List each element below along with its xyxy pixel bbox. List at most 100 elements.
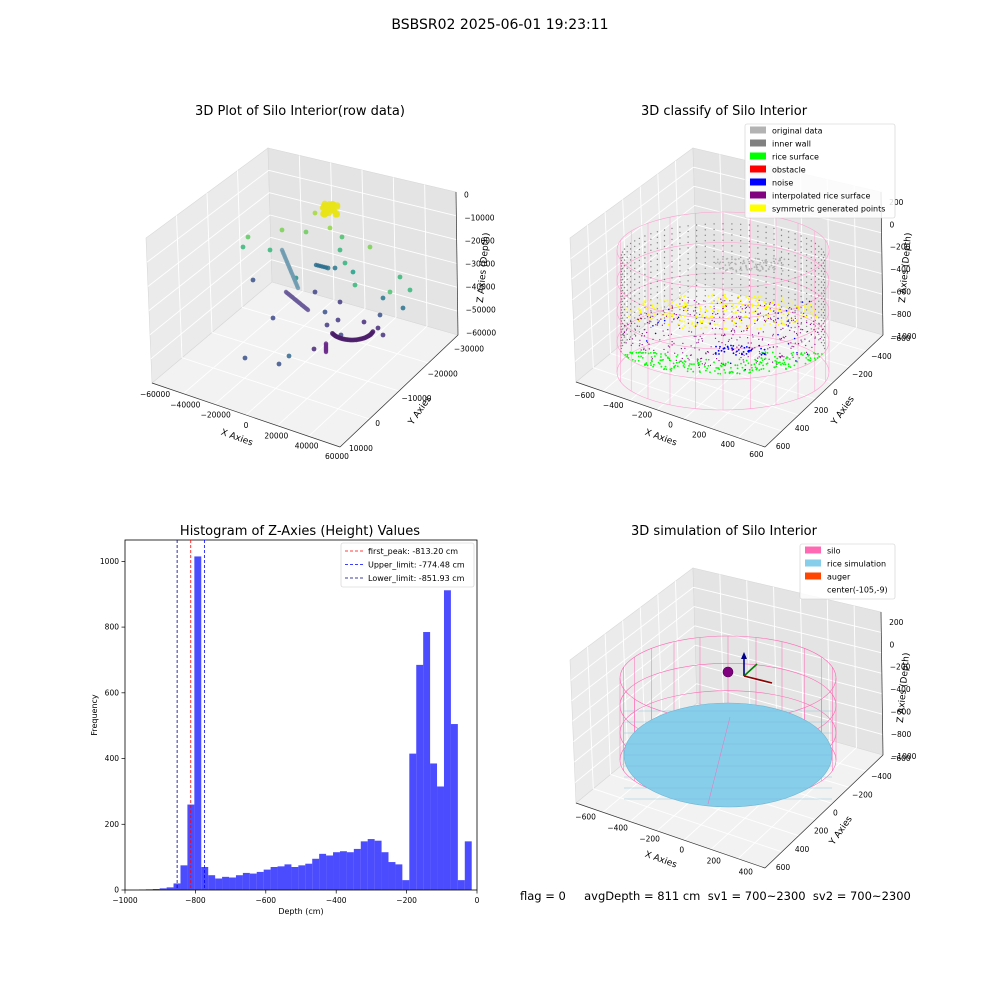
symmetric-point bbox=[730, 300, 732, 303]
inner-wall-point bbox=[787, 253, 790, 255]
z-tick-label: −600 bbox=[890, 707, 911, 716]
interpolated-point bbox=[811, 346, 813, 348]
interpolated-point bbox=[623, 334, 625, 336]
x-tick-label: 0 bbox=[244, 421, 249, 430]
inner-wall-point bbox=[687, 241, 689, 244]
inner-wall-point bbox=[620, 254, 623, 256]
rice-surface-point bbox=[705, 369, 707, 372]
original-point bbox=[774, 258, 777, 261]
interpolated-point bbox=[743, 354, 745, 356]
inner-wall-point bbox=[671, 255, 673, 257]
z-tick-label: −20000 bbox=[465, 236, 495, 245]
inner-wall-point bbox=[800, 323, 802, 325]
inner-wall-point bbox=[818, 317, 820, 319]
inner-wall-point bbox=[800, 273, 802, 276]
rice-surface-point bbox=[660, 365, 663, 368]
noise-point bbox=[735, 354, 737, 356]
symmetric-point bbox=[625, 308, 628, 311]
rice-surface-point bbox=[729, 371, 732, 374]
rice-surface-point bbox=[818, 355, 821, 358]
inner-wall-point bbox=[663, 240, 666, 242]
inner-wall-point bbox=[626, 284, 628, 286]
symmetric-point bbox=[638, 308, 641, 311]
inner-wall-point bbox=[650, 255, 652, 257]
inner-wall-point bbox=[695, 317, 698, 320]
inner-wall-point bbox=[780, 256, 783, 259]
x-axis-label: X Axies bbox=[643, 428, 678, 449]
rice-surface-point bbox=[670, 370, 673, 372]
original-point bbox=[770, 261, 773, 264]
symmetric-point bbox=[685, 310, 688, 313]
interpolated-point bbox=[809, 323, 812, 326]
rice-surface-point bbox=[814, 359, 817, 361]
interpolated-point bbox=[645, 349, 647, 351]
data-point bbox=[331, 207, 337, 214]
rice-surface-point bbox=[670, 367, 673, 370]
symmetric-point bbox=[759, 327, 762, 330]
y-tick-label: −600 bbox=[890, 334, 911, 343]
histogram-bar bbox=[353, 848, 361, 890]
interpolated-point bbox=[745, 311, 747, 313]
interpolated-point bbox=[720, 362, 723, 364]
x-axis-label: X Axies bbox=[643, 850, 678, 871]
rice-surface-point bbox=[640, 355, 642, 358]
inner-wall-point bbox=[823, 298, 826, 300]
symmetric-point bbox=[725, 297, 728, 300]
interpolated-point bbox=[678, 324, 680, 326]
grid-line bbox=[645, 324, 833, 384]
inner-wall-point bbox=[626, 300, 628, 302]
rice-surface-point bbox=[683, 366, 686, 369]
inner-wall-point bbox=[814, 264, 817, 267]
interpolated-point bbox=[804, 338, 806, 340]
histogram-bar bbox=[215, 878, 223, 890]
inner-wall-point bbox=[687, 302, 689, 304]
rice-surface-point bbox=[629, 351, 632, 354]
data-point bbox=[323, 341, 329, 346]
interpolated-point bbox=[734, 331, 736, 333]
rice-surface-point bbox=[736, 367, 739, 370]
original-point bbox=[758, 263, 761, 266]
inner-wall-point bbox=[671, 266, 673, 268]
original-point bbox=[748, 260, 750, 263]
legend-swatch bbox=[750, 126, 766, 134]
inner-wall-point bbox=[805, 254, 808, 256]
original-point bbox=[729, 262, 732, 265]
interpolated-point bbox=[665, 315, 668, 317]
interpolated-point bbox=[705, 353, 707, 355]
original-point bbox=[750, 259, 753, 262]
data-point bbox=[279, 227, 285, 233]
histogram-bar bbox=[194, 556, 202, 890]
rice-surface-point bbox=[758, 363, 761, 366]
interpolated-point bbox=[782, 327, 784, 329]
inner-wall-point bbox=[638, 325, 641, 328]
original-point bbox=[770, 264, 773, 267]
grid-line bbox=[270, 236, 458, 288]
x-tick-label: −200 bbox=[632, 411, 653, 420]
inner-wall-point bbox=[765, 292, 767, 294]
noise-point bbox=[747, 350, 750, 352]
interpolated-point bbox=[674, 352, 676, 354]
inner-wall-point bbox=[679, 292, 681, 294]
inner-wall-point bbox=[814, 336, 817, 338]
rice-surface-point bbox=[766, 352, 769, 354]
inner-wall-point bbox=[805, 331, 808, 333]
histogram-bar bbox=[367, 839, 375, 890]
interpolated-point bbox=[695, 335, 697, 338]
original-point bbox=[758, 270, 761, 272]
inner-wall-point bbox=[620, 292, 623, 295]
symmetric-point bbox=[739, 299, 742, 301]
inner-wall-point bbox=[687, 280, 689, 282]
data-point bbox=[350, 269, 356, 275]
interpolated-point bbox=[758, 338, 760, 340]
interpolated-point bbox=[803, 316, 805, 318]
inner-wall-point bbox=[820, 270, 823, 272]
rice-surface-point bbox=[652, 365, 654, 368]
symmetric-point bbox=[709, 305, 711, 308]
symmetric-point bbox=[690, 305, 693, 307]
symmetric-point bbox=[740, 322, 743, 324]
grid-line bbox=[572, 625, 695, 722]
rice-surface-point bbox=[734, 364, 737, 367]
inner-wall-point bbox=[695, 301, 698, 303]
inner-wall-point bbox=[695, 257, 698, 259]
